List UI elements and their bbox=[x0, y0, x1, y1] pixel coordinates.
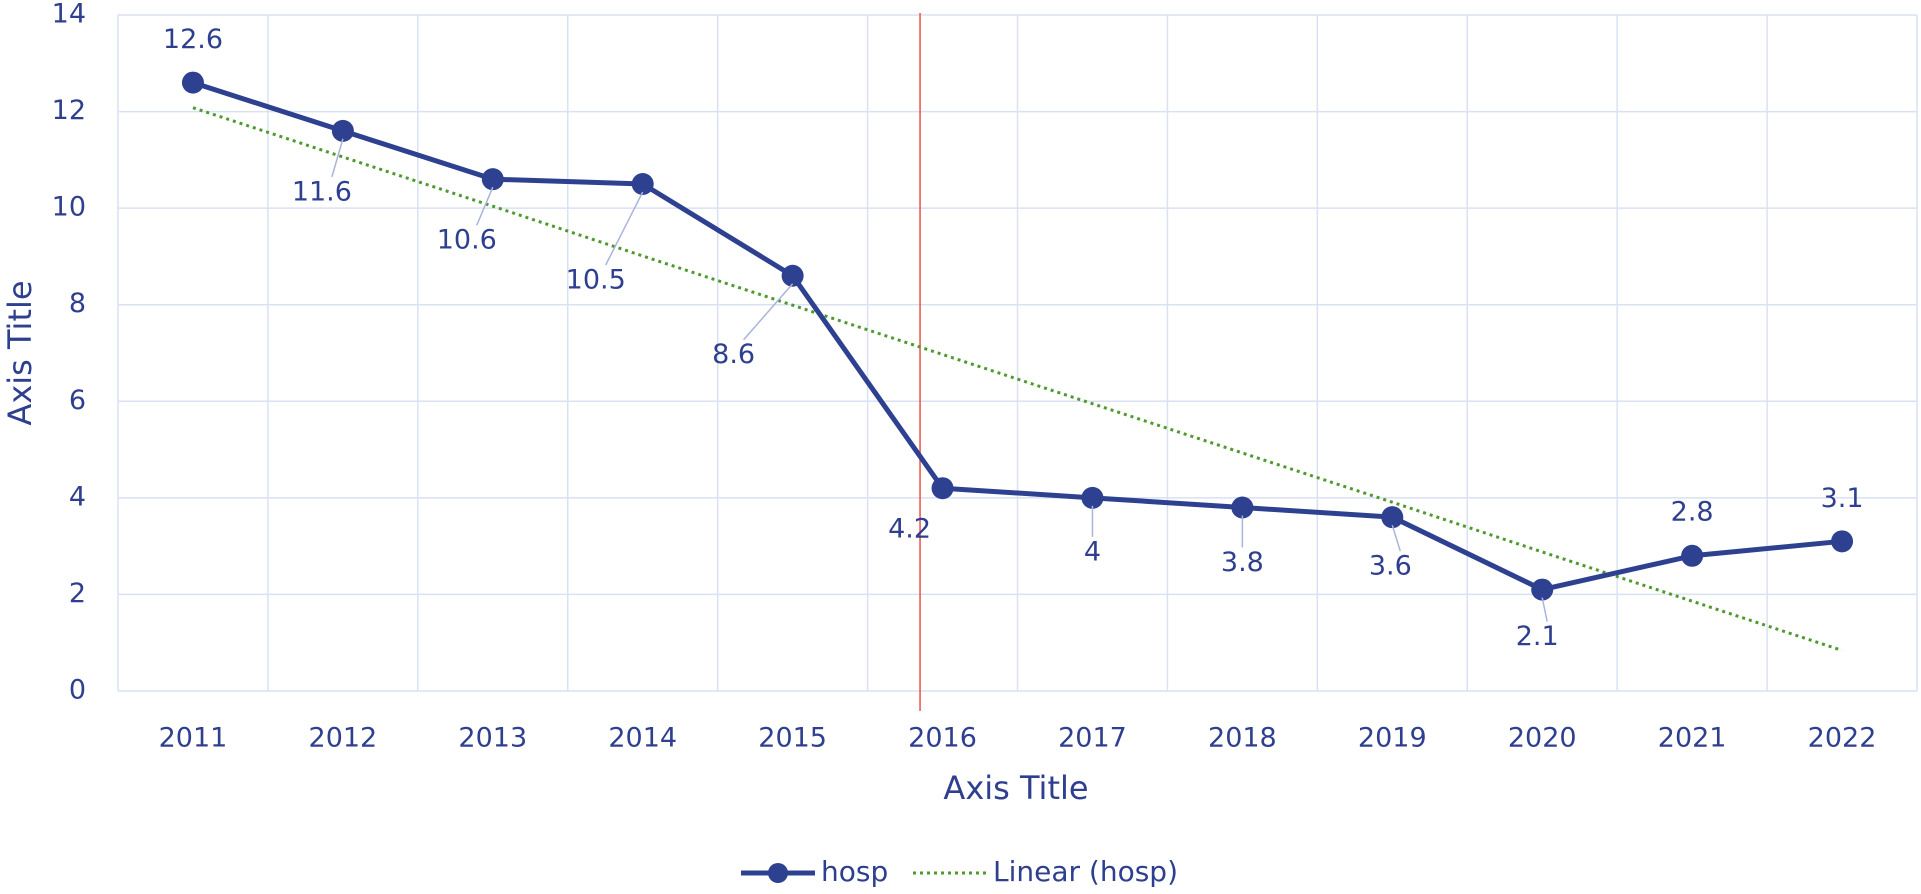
y-tick-label: 8 bbox=[69, 288, 86, 319]
x-axis-title: Axis Title bbox=[943, 769, 1088, 807]
data-label: 3.8 bbox=[1221, 547, 1264, 578]
point bbox=[481, 168, 504, 191]
point bbox=[1081, 486, 1104, 509]
y-tick-label: 6 bbox=[69, 385, 86, 416]
data-label: 4.2 bbox=[888, 514, 931, 545]
data-label: 4 bbox=[1084, 536, 1101, 567]
x-tick-label: 2022 bbox=[1808, 723, 1877, 754]
point bbox=[931, 477, 954, 500]
leader-line bbox=[1391, 524, 1402, 552]
leader-line bbox=[331, 138, 344, 178]
y-tick-label: 10 bbox=[52, 192, 86, 223]
data-label: 10.6 bbox=[437, 225, 497, 256]
point bbox=[1231, 496, 1254, 519]
data-label: 3.6 bbox=[1369, 551, 1412, 582]
data-label: 11.6 bbox=[292, 176, 352, 207]
y-tick-label: 12 bbox=[52, 95, 86, 126]
y-tick-label: 4 bbox=[69, 481, 86, 512]
point bbox=[181, 71, 204, 94]
x-tick-label: 2021 bbox=[1658, 723, 1727, 754]
legend-marker bbox=[768, 863, 788, 883]
leader-line bbox=[1541, 597, 1548, 622]
x-tick-label: 2017 bbox=[1058, 723, 1127, 754]
y-tick-label: 14 bbox=[52, 0, 86, 30]
x-tick-label: 2019 bbox=[1358, 723, 1427, 754]
data-label: 3.1 bbox=[1821, 483, 1864, 514]
leader-line bbox=[743, 283, 794, 341]
point bbox=[1381, 506, 1404, 529]
point bbox=[1531, 578, 1554, 601]
legend-label: hosp bbox=[821, 855, 888, 888]
data-label: 2.1 bbox=[1516, 621, 1559, 652]
legend-label: Linear (hosp) bbox=[993, 855, 1178, 888]
x-tick-label: 2011 bbox=[159, 723, 228, 754]
point bbox=[1831, 530, 1854, 553]
data-label: 12.6 bbox=[163, 24, 223, 55]
point bbox=[331, 119, 354, 142]
y-tick-label: 0 bbox=[69, 675, 86, 706]
x-tick-label: 2013 bbox=[458, 723, 527, 754]
point bbox=[631, 173, 654, 195]
x-tick-label: 2018 bbox=[1208, 723, 1277, 754]
data-label: 10.5 bbox=[566, 265, 626, 296]
leader-line bbox=[605, 191, 644, 266]
x-tick-label: 2014 bbox=[608, 723, 677, 754]
y-axis-title: Axis Title bbox=[1, 280, 39, 425]
data-label: 2.8 bbox=[1671, 496, 1714, 527]
x-tick-label: 2015 bbox=[758, 723, 827, 754]
x-tick-label: 2020 bbox=[1508, 723, 1577, 754]
series-line bbox=[192, 80, 1843, 593]
point bbox=[781, 264, 804, 287]
x-tick-label: 2016 bbox=[908, 723, 977, 754]
data-label: 8.6 bbox=[712, 339, 755, 370]
trend-line bbox=[192, 106, 1843, 652]
point bbox=[1681, 544, 1704, 567]
y-tick-label: 2 bbox=[69, 578, 86, 609]
x-tick-label: 2012 bbox=[309, 723, 378, 754]
leader-line bbox=[476, 186, 494, 226]
